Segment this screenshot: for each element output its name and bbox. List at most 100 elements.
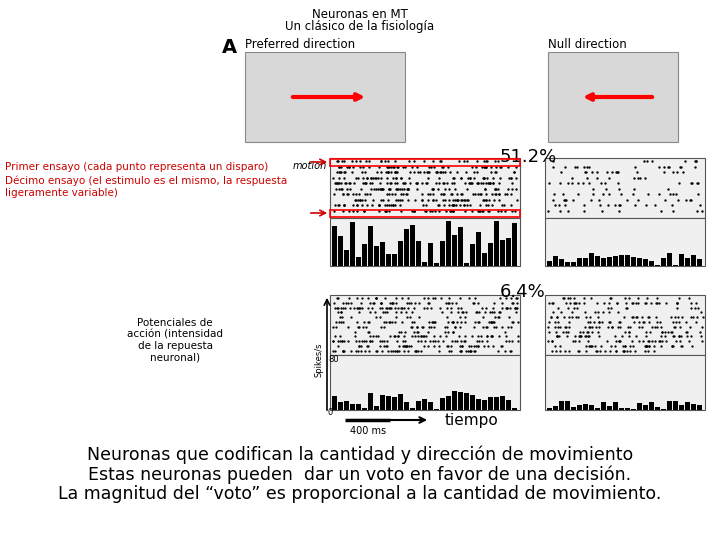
Point (477, 313, 489, 321)
Text: tiempo: tiempo (445, 413, 499, 428)
Point (505, 347, 516, 355)
Point (359, 206, 370, 215)
Point (431, 168, 443, 177)
Point (492, 313, 504, 321)
Point (441, 206, 452, 215)
Point (487, 179, 498, 187)
Point (617, 342, 629, 350)
Point (353, 322, 364, 331)
Point (582, 173, 593, 182)
Point (490, 157, 501, 165)
Bar (332, 396, 337, 410)
Point (328, 299, 339, 307)
Point (470, 308, 482, 317)
Point (406, 206, 418, 215)
Point (697, 206, 708, 215)
Point (546, 195, 558, 204)
Point (581, 168, 593, 177)
Bar (398, 394, 403, 410)
Point (576, 332, 588, 341)
Point (654, 299, 665, 307)
Point (331, 179, 343, 187)
Bar (595, 256, 600, 266)
Point (656, 322, 667, 331)
Point (461, 195, 472, 204)
Point (441, 303, 453, 312)
Point (373, 201, 384, 210)
Bar (494, 397, 499, 410)
Point (411, 322, 423, 331)
Point (692, 179, 703, 187)
Point (384, 184, 396, 193)
Point (547, 299, 559, 307)
Point (410, 347, 421, 355)
Point (472, 342, 483, 350)
Point (449, 195, 461, 204)
Point (482, 179, 494, 187)
Point (411, 327, 423, 336)
Point (400, 190, 411, 198)
Point (374, 201, 385, 210)
Point (590, 322, 602, 331)
Point (400, 342, 412, 350)
Point (603, 318, 615, 326)
Point (428, 318, 440, 326)
Bar (625, 408, 630, 410)
Point (439, 327, 451, 336)
Point (448, 206, 459, 215)
Point (457, 308, 469, 317)
Point (406, 162, 418, 171)
Point (410, 179, 422, 187)
Point (490, 162, 502, 171)
Point (433, 168, 445, 177)
Point (363, 157, 374, 165)
Point (658, 162, 670, 171)
Point (402, 303, 414, 312)
Point (674, 332, 685, 341)
Point (585, 342, 596, 350)
Bar (667, 401, 672, 410)
Bar (589, 253, 594, 266)
Point (366, 201, 378, 210)
Bar (673, 401, 678, 410)
Point (492, 206, 504, 215)
Point (613, 201, 624, 210)
Point (395, 173, 407, 182)
Point (467, 299, 479, 307)
Point (609, 332, 621, 341)
Point (449, 201, 460, 210)
Bar (488, 397, 493, 410)
Point (369, 184, 380, 193)
Point (672, 313, 684, 321)
Point (568, 299, 580, 307)
Point (383, 318, 395, 326)
Point (613, 308, 624, 317)
Point (562, 303, 573, 312)
Point (333, 337, 344, 346)
Bar (338, 402, 343, 410)
Point (402, 195, 413, 204)
Point (508, 299, 519, 307)
Point (406, 322, 418, 331)
Bar (595, 408, 600, 410)
Point (385, 201, 397, 210)
Bar (398, 241, 403, 266)
Point (651, 318, 662, 326)
Point (672, 299, 683, 307)
Point (509, 206, 521, 215)
Point (372, 173, 384, 182)
Point (331, 303, 343, 312)
Point (356, 168, 367, 177)
Bar (506, 400, 511, 410)
Point (564, 294, 575, 302)
Point (351, 157, 362, 165)
Point (336, 308, 347, 317)
Point (367, 299, 379, 307)
Point (443, 299, 454, 307)
Point (579, 299, 590, 307)
Point (359, 206, 370, 215)
Point (352, 195, 364, 204)
Point (510, 308, 522, 317)
Point (385, 303, 397, 312)
Point (459, 313, 470, 321)
